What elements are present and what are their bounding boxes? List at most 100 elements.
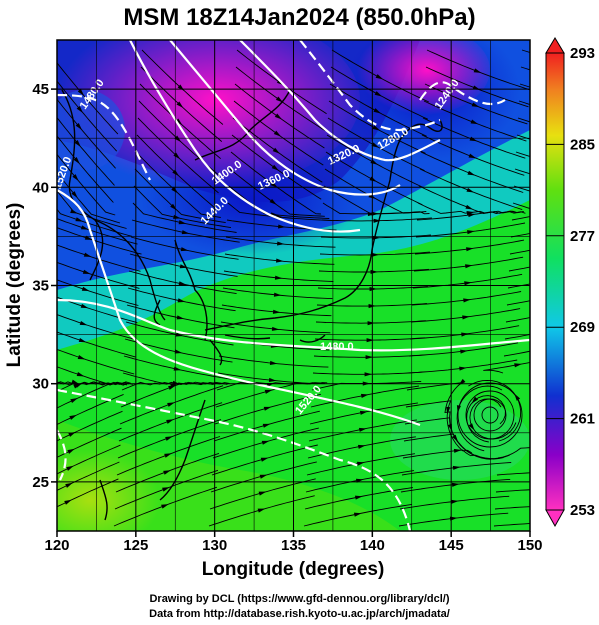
streamline-arrow — [161, 504, 169, 509]
streamline-arrow — [467, 170, 476, 176]
streamline-arrow — [369, 176, 377, 182]
colorbar: 293 285 277 269 261 253 — [545, 37, 595, 528]
streamline-arrow — [67, 448, 75, 454]
streamline-arrow — [65, 482, 73, 488]
streamline-arrow — [353, 512, 362, 517]
streamline-arrow — [374, 91, 383, 97]
streamline-arrow — [272, 147, 280, 154]
streamline-arrow — [466, 187, 475, 193]
y-axis-label: Latitude (degrees) — [4, 203, 25, 368]
streamline-arrow — [373, 218, 381, 223]
credit-drawing: Drawing by DCL (https://www.gfd-dennou.o… — [149, 593, 450, 605]
streamline-arrow — [80, 303, 89, 309]
streamline-arrow — [468, 213, 476, 218]
y-tick-label: 40 — [32, 179, 49, 196]
streamline-arrow — [375, 74, 384, 80]
streamline-arrow — [275, 96, 284, 103]
streamline — [504, 333, 530, 340]
streamline-arrow — [268, 377, 277, 383]
streamline-arrow — [466, 247, 474, 252]
x-tick-label: 145 — [439, 537, 464, 554]
streamline-arrow — [446, 406, 451, 415]
streamline-arrow — [473, 68, 482, 73]
streamline-arrow — [545, 521, 552, 525]
colorbar-scale — [545, 52, 565, 511]
streamline-arrow — [465, 264, 473, 269]
streamline-arrow — [76, 105, 83, 113]
y-tick-label: 30 — [32, 376, 49, 393]
streamline — [496, 472, 530, 476]
streamline-arrow — [162, 487, 170, 492]
streamline-arrow — [270, 181, 278, 188]
x-tick-label: 140 — [360, 537, 385, 554]
x-axis-label: Longitude (degrees) — [202, 559, 385, 580]
streamline-arrow — [64, 499, 72, 505]
cyclone-streamline — [473, 398, 507, 432]
x-tick-label: 120 — [44, 537, 69, 554]
x-tick-labels: 120 125 130 135 140 145 150 — [44, 531, 543, 554]
cyclone-streamline — [465, 390, 515, 440]
streamline-arrow — [452, 465, 461, 470]
streamline-arrow — [177, 298, 186, 303]
streamline-arrow — [356, 461, 365, 466]
streamline-arrow — [258, 491, 267, 496]
y-tick-labels: 25 30 35 40 45 — [32, 81, 57, 491]
streamline-arrow — [82, 269, 91, 275]
streamline-arrow — [354, 495, 363, 500]
streamline-arrow — [465, 204, 474, 210]
streamline-arrow — [69, 414, 77, 420]
streamline-arrow — [172, 169, 180, 177]
credit-data: Data from http://database.rish.kyoto-u.a… — [149, 608, 450, 620]
lat-lon-grid — [57, 40, 530, 531]
streamline-arrow — [78, 337, 87, 343]
streamline-arrow — [565, 165, 573, 169]
streamline-arrow — [469, 136, 478, 142]
cyclone-streamline — [457, 382, 523, 448]
streamline-arrow — [84, 235, 93, 240]
streamline-arrow — [257, 508, 266, 513]
streamline — [510, 232, 530, 238]
streamline-arrow — [76, 372, 85, 377]
streamline-arrow — [72, 174, 79, 182]
streamline — [497, 447, 530, 459]
streamline-arrow — [165, 436, 173, 441]
streamline-arrow — [66, 465, 74, 471]
streamline-arrow — [571, 62, 579, 66]
streamline-arrow — [260, 457, 269, 462]
streamline-arrow — [262, 423, 271, 428]
x-tick-label: 135 — [281, 537, 306, 554]
streamline-arrow — [75, 217, 84, 222]
streamline-arrow — [264, 389, 273, 394]
streamline-arrow — [273, 130, 282, 137]
streamline-arrow — [73, 383, 81, 389]
streamline — [507, 283, 530, 289]
colorbar-tick-label: 269 — [570, 319, 595, 336]
streamline-arrow — [564, 182, 572, 186]
streamline-arrow — [263, 406, 272, 411]
streamline-arrow — [70, 209, 78, 214]
y-tick-label: 35 — [32, 278, 49, 295]
streamline-arrow — [71, 191, 78, 199]
streamline-arrow — [277, 241, 285, 246]
colorbar-tick-label: 277 — [570, 228, 595, 245]
streamline-arrow — [174, 349, 183, 354]
streamline-arrow — [166, 419, 174, 424]
streamline-arrow — [180, 247, 189, 252]
streamline-arrow — [471, 102, 480, 108]
streamline-arrow — [259, 474, 268, 479]
streamline-arrow — [514, 363, 522, 368]
streamline-arrow — [75, 122, 82, 130]
streamline-arrow — [273, 292, 282, 297]
contour-label: 1480.0 — [320, 341, 354, 353]
streamline-arrow — [365, 355, 373, 360]
streamline-arrow — [73, 157, 80, 165]
streamline-arrow — [272, 309, 281, 314]
streamline-arrow — [367, 321, 375, 326]
streamline-arrow — [261, 440, 270, 445]
map-title: MSM 18Z14Jan2024 (850.0hPa) — [123, 4, 476, 31]
streamline-arrow — [569, 96, 577, 100]
streamline — [505, 317, 530, 323]
streamline-arrow — [271, 164, 279, 171]
y-tick-label: 45 — [32, 81, 49, 98]
